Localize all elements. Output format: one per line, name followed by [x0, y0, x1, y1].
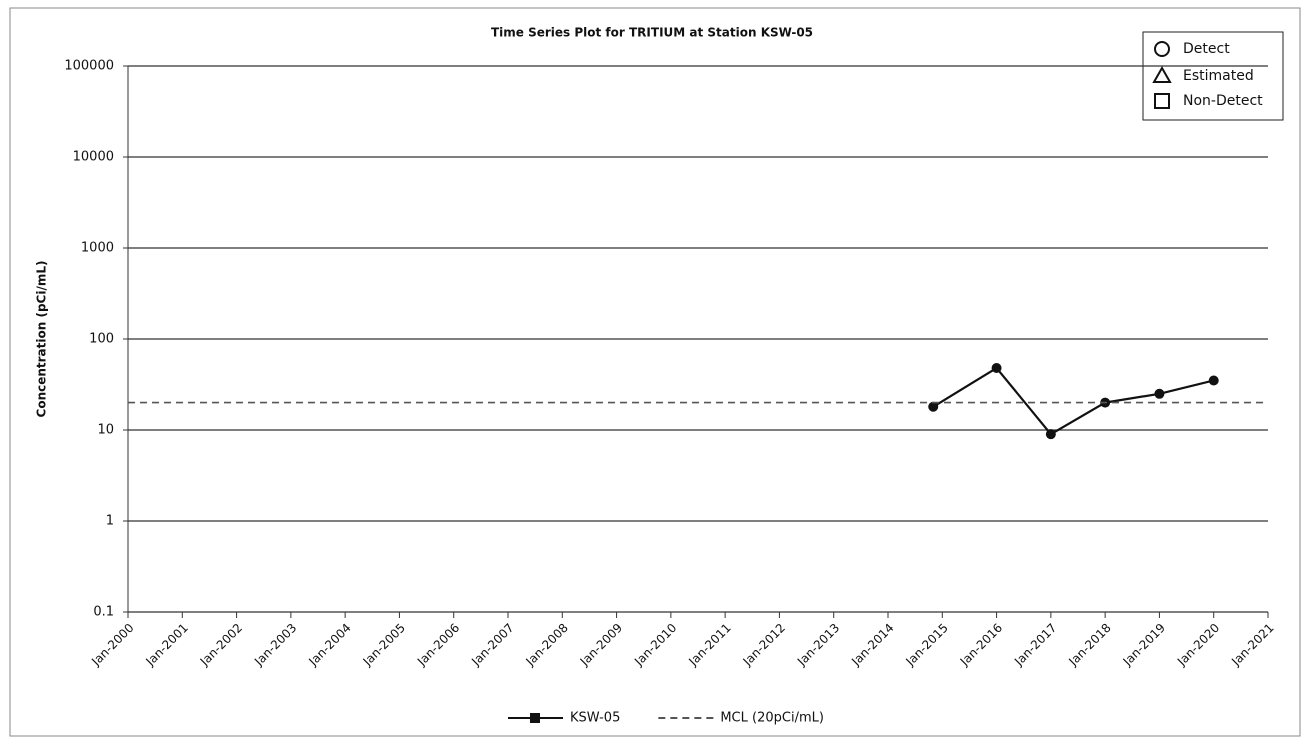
x-tick-label: Jan-2012 — [740, 621, 788, 669]
x-tick-label: Jan-2016 — [957, 621, 1005, 669]
x-tick-label: Jan-2017 — [1011, 621, 1059, 669]
legend-circle — [1154, 41, 1170, 57]
legend-text: Non-Detect — [1183, 93, 1263, 109]
legend-triangle — [1152, 65, 1172, 83]
data-point — [991, 363, 1002, 374]
x-tick-label: Jan-2010 — [631, 621, 679, 669]
legend-text: Detect — [1183, 41, 1230, 57]
y-tick-label: 10 — [97, 423, 114, 438]
x-tick-label: Jan-2008 — [523, 621, 571, 669]
legend-marker — [530, 713, 540, 723]
series-line — [932, 366, 1214, 436]
x-tick-label: Jan-2003 — [251, 621, 299, 669]
x-tick-label: Jan-2005 — [360, 621, 408, 669]
x-tick-label: Jan-2000 — [88, 621, 136, 669]
data-point — [1045, 429, 1056, 440]
legend-label: MCL (20pCi/mL) — [720, 711, 824, 726]
chart-frame — [9, 7, 1301, 737]
x-tick-label: Jan-2014 — [848, 621, 896, 669]
data-point — [1208, 375, 1219, 386]
y-tick-label: 100 — [89, 332, 114, 347]
symbol-legend: Detect Estimated Non-Detect — [1142, 31, 1284, 121]
x-tick-label: Jan-2021 — [1228, 621, 1276, 669]
data-point — [1154, 388, 1165, 399]
y-tick-label: 1 — [106, 514, 114, 529]
x-tick-label: Jan-2007 — [468, 621, 516, 669]
x-tick-label: Jan-2011 — [685, 621, 733, 669]
x-tick-label: Jan-2009 — [577, 621, 625, 669]
data-point — [928, 401, 939, 412]
y-tick-label: 100000 — [64, 59, 114, 74]
legend-label: KSW-05 — [570, 711, 620, 726]
x-tick-label: Jan-2020 — [1174, 621, 1222, 669]
y-tick-label: 10000 — [73, 150, 114, 165]
x-tick-label: Jan-2018 — [1065, 621, 1113, 669]
x-tick-label: Jan-2013 — [794, 621, 842, 669]
legend-square — [1154, 93, 1170, 109]
y-axis-label: Concentration (pCi/mL) — [35, 261, 49, 418]
y-tick-label: 0.1 — [93, 605, 114, 620]
x-tick-label: Jan-2006 — [414, 621, 462, 669]
x-tick-label: Jan-2019 — [1120, 621, 1168, 669]
chart-title: Time Series Plot for TRITIUM at Station … — [491, 26, 813, 40]
y-tick-label: 1000 — [81, 241, 114, 256]
legend-text: Estimated — [1183, 68, 1254, 84]
x-tick-label: Jan-2015 — [903, 621, 951, 669]
x-tick-label: Jan-2001 — [143, 621, 191, 669]
x-tick-label: Jan-2002 — [197, 621, 245, 669]
x-tick-label: Jan-2004 — [305, 621, 353, 669]
